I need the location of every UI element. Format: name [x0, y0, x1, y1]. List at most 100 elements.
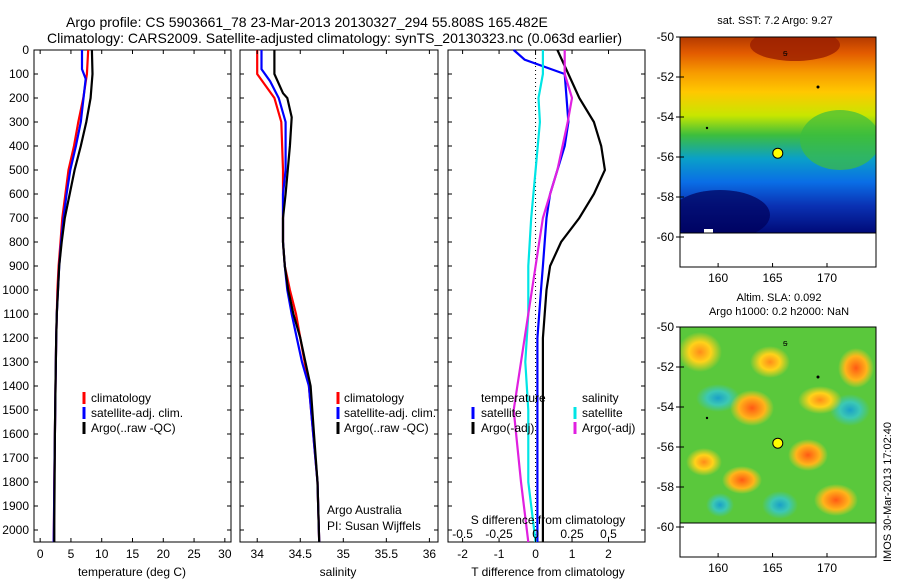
sla-anomaly	[696, 384, 740, 412]
legend-label-argo: Argo(..raw -QC)	[91, 421, 176, 435]
s-tick-label: -0.25	[485, 527, 513, 541]
lon-tick-label: 170	[817, 271, 837, 285]
s-tick-label: 0.5	[600, 527, 617, 541]
y-tick-label: 500	[9, 163, 29, 177]
lon-tick-label: 165	[763, 271, 783, 285]
y-tick-label: 400	[9, 139, 29, 153]
salinity-axes	[239, 49, 439, 543]
island-dot	[705, 126, 709, 130]
sst-bottom-axis	[679, 232, 877, 268]
x-tick-label: 35	[337, 547, 351, 561]
lat-tick-label: -58	[657, 480, 675, 494]
sla-anomaly	[722, 466, 762, 494]
y-tick-label: 1700	[2, 451, 29, 465]
sst-map-title: sat. SST: 7.2 Argo: 9.27	[717, 15, 833, 27]
lon-tick-label: 160	[708, 561, 728, 575]
y-tick-label: 1200	[2, 331, 29, 345]
island-marker: ᵴ	[782, 338, 788, 348]
x-tick-label: 5	[68, 547, 75, 561]
x-tick-label: 34.5	[289, 547, 313, 561]
y-tick-label: 300	[9, 115, 29, 129]
sst-map: sat. SST: 7.2 Argo: 9.27 -50 -52 -54 -56 -58…	[657, 15, 877, 285]
y-tick-label: 1600	[2, 427, 29, 441]
lat-tick-label: -56	[657, 440, 675, 454]
x-tick-label: 25	[187, 547, 201, 561]
temperature-legend: climatology satellite-adj. clim. Argo(..…	[82, 391, 183, 435]
series-line-s-satellite	[524, 50, 545, 543]
x-tick-label: 2	[605, 547, 612, 561]
legend-label-s-satellite: satellite	[582, 406, 623, 420]
sla-anomaly	[750, 346, 790, 378]
x-tick-label: 36	[423, 547, 437, 561]
lat-tick-label: -50	[657, 30, 675, 44]
difference-panel: -2 -1 0 1 2 -0.5 -0.25 0 0.25 0.5 S difference f…	[447, 49, 646, 579]
sst-warm-patch	[750, 37, 840, 61]
island-dot	[705, 416, 709, 420]
x-tick-label: 30	[218, 547, 232, 561]
difference-legend: temperature salinity satellite Argo(-adj…	[471, 391, 635, 435]
y-tick-label: 700	[9, 211, 29, 225]
salinity-legend: climatology satellite-adj. clim. Argo(..…	[336, 391, 436, 435]
annotation-pi: PI: Susan Wijffels	[327, 519, 421, 533]
y-tick-label: 0	[22, 43, 29, 57]
lat-tick-label: -54	[657, 400, 675, 414]
y-tick-label: 900	[9, 259, 29, 273]
sst-green-patch	[800, 110, 876, 170]
legend-title-temperature: temperature	[481, 391, 546, 405]
x-tick-label: 10	[95, 547, 109, 561]
sla-anomaly	[814, 484, 858, 516]
legend-label-s-argo: Argo(-adj)	[582, 421, 635, 435]
legend-label-satellite: satellite-adj. clim.	[91, 406, 183, 420]
series-line-t-argo-adj-	[541, 49, 607, 542]
timestamp-watermark: IMOS 30-Mar-2013 17:02:40	[882, 422, 894, 562]
island-marker: ᵴ	[782, 48, 788, 58]
legend-title-salinity: salinity	[582, 391, 619, 405]
argo-float-marker	[772, 147, 784, 159]
y-tick-label: 1100	[3, 307, 29, 321]
x-tick-label: 15	[126, 547, 140, 561]
series-line-argo-raw-qc-	[273, 50, 321, 543]
x-tick-label: -1	[494, 547, 505, 561]
s-tick-label: 0	[532, 527, 539, 541]
y-tick-label: 1500	[2, 403, 29, 417]
y-tick-label: 1300	[2, 355, 29, 369]
lon-tick-label: 160	[708, 271, 728, 285]
s-tick-label: -0.5	[452, 527, 473, 541]
sla-anomaly	[730, 390, 774, 426]
s-tick-label: 0.25	[560, 527, 584, 541]
x-tick-label: 20	[157, 547, 171, 561]
y-tick-label: 800	[9, 235, 29, 249]
lat-tick-label: -52	[657, 70, 675, 84]
y-tick-label: 1400	[2, 379, 29, 393]
lat-tick-label: -52	[657, 360, 675, 374]
legend-label-t-argo: Argo(-adj)	[481, 421, 534, 435]
lat-tick-label: -58	[657, 190, 675, 204]
argo-float-marker	[772, 437, 784, 449]
salinity-diff-label: S difference from climatology	[471, 513, 626, 527]
sla-anomaly	[838, 348, 874, 388]
temperature-axes	[33, 49, 232, 543]
series-line-t-satellite	[512, 49, 570, 542]
x-tick-label: 0	[532, 547, 539, 561]
legend-label-argo: Argo(..raw -QC)	[344, 421, 429, 435]
legend-label-climatology: climatology	[344, 391, 404, 405]
legend-label-climatology: climatology	[91, 391, 151, 405]
sst-cold-patch	[680, 190, 770, 233]
island-dot	[816, 85, 820, 89]
series-line-argo-raw-qc-	[53, 49, 94, 542]
y-tick-label: 1800	[2, 475, 29, 489]
y-tick-label: 200	[9, 91, 29, 105]
lat-tick-label: -50	[657, 320, 675, 334]
y-tick-label: 2000	[2, 523, 29, 537]
sla-bottom-axis	[679, 522, 877, 558]
temperature-xlabel: temperature (deg C)	[78, 565, 186, 579]
header-line-2: Climatology: CARS2009. Satellite-adjuste…	[47, 30, 622, 46]
sla-map-title-2: Argo h1000: 0.2 h2000: NaN	[709, 306, 849, 318]
x-tick-label: -2	[457, 547, 468, 561]
lat-tick-label: -60	[657, 520, 675, 534]
lat-tick-label: -60	[657, 230, 675, 244]
sla-map-title-1: Altim. SLA: 0.092	[737, 292, 822, 304]
temperature-panel: 0 5 10 15 20 25 300100200300400500600700800900…	[2, 43, 232, 579]
x-tick-label: 35.5	[375, 547, 399, 561]
sla-map: Altim. SLA: 0.092 Argo h1000: 0.2 h2000:…	[657, 292, 877, 575]
